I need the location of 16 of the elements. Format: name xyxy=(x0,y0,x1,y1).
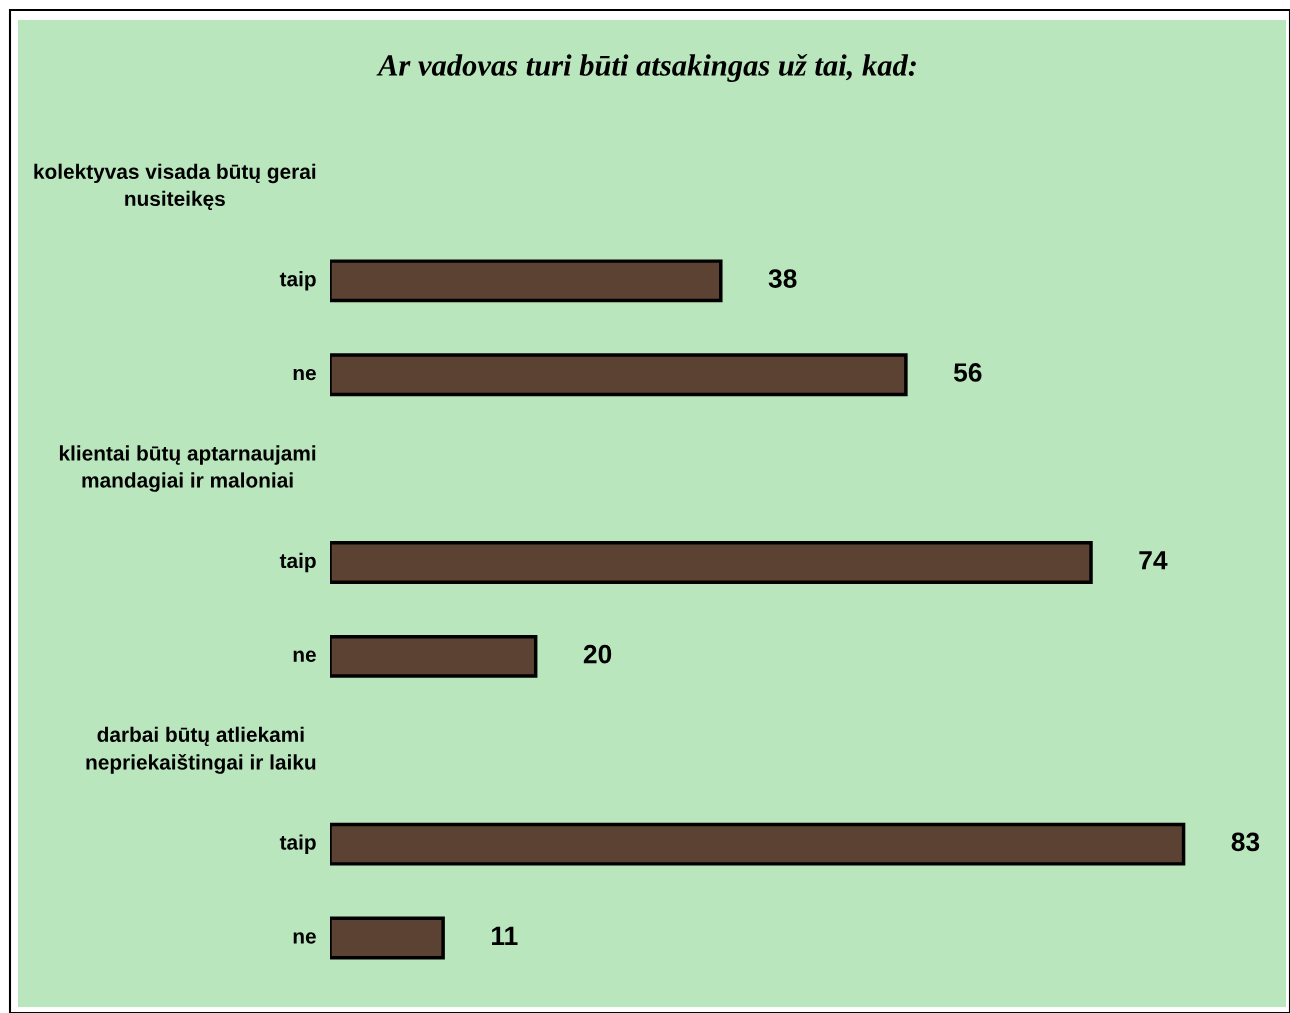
y-tick-label: ne xyxy=(293,932,316,944)
data-label: 83 xyxy=(1231,832,1260,852)
data-label: 20 xyxy=(583,644,612,664)
y-tick-label: taip xyxy=(279,552,316,573)
y-tick-label: taip xyxy=(279,271,316,291)
y-tick-label: darbai būtų atliekami nepriekaištingai ir laiku xyxy=(86,726,316,774)
data-label: 74 xyxy=(1139,551,1168,570)
y-tick-label: ne xyxy=(293,368,316,381)
y-tick-label: ne xyxy=(293,650,316,662)
y-tick-label: taip xyxy=(279,834,316,854)
y-tick-label: kolektyvas visada būtų gerai nusiteikęs xyxy=(34,163,316,210)
data-label: 38 xyxy=(768,269,797,288)
chart-title: Ar vadovas turi būti atsakingas už tai, kad: xyxy=(376,53,916,83)
y-tick-label: klientai būtų aptarnaujami mandagiai ir maloniai xyxy=(59,445,316,492)
data-label: 56 xyxy=(953,363,982,382)
data-label: 11 xyxy=(492,926,518,945)
